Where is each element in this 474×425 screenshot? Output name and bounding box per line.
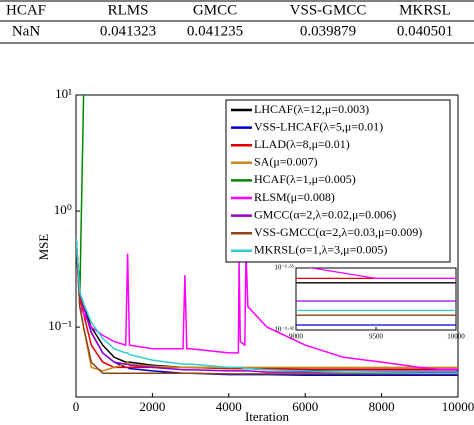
table-header: GMCC [193,2,237,18]
inset-y-tick-label: 10⁻¹·³⁵ [274,264,294,272]
table-cell: 0.041323 [100,23,156,39]
table-cell: NaN [12,23,40,39]
inset-frame [295,267,457,331]
series-group [76,95,458,376]
legend-label: VSS-GMCC(α=2,λ=0.03,μ=0.009) [254,225,422,239]
y-axis-label: MSE [36,234,51,261]
legend-label: HCAF(λ=1,μ=0.005) [254,172,356,186]
table-header: RLMS [108,2,149,18]
inset-x-tick-label: 10000 [447,333,465,341]
legend-label: RLSM(μ=0.008) [254,190,335,204]
legend-box [225,99,451,263]
x-tick-label: 0 [73,399,80,414]
inset-y-tick-label: 10⁻¹·⁴² [274,326,294,334]
table-header: MKRSL [399,2,451,18]
x-tick-label: 6000 [292,399,318,414]
x-axis-label: Iteration [245,409,290,424]
x-tick-label: 2000 [139,399,165,414]
series-line [76,236,458,375]
legend-label: LHCAF(λ=12,μ=0.003) [254,102,369,116]
table-header: VSS-GMCC [290,2,367,18]
table-cell: 0.040501 [397,23,453,39]
y-tick-label: 10¹ [55,86,72,101]
table-cell: 0.041235 [187,23,243,39]
table-header: HCAF [6,2,46,18]
x-tick-label: 4000 [216,399,242,414]
series-line [76,236,458,372]
y-tick-label: 10⁻¹ [48,318,72,333]
inset-x-tick-label: 9000 [289,333,304,341]
y-tick-label: 10⁰ [54,202,72,217]
series-line [76,236,458,375]
legend-label: SA(μ=0.007) [254,155,318,169]
legend-label: MKRSL(σ=1,λ=3,μ=0.005) [254,243,387,257]
legend-label: GMCC(α=2,λ=0.02,μ=0.006) [254,207,396,221]
legend-label: LLAD(λ=8,μ=0.01) [254,137,350,151]
x-tick-label: 8000 [369,399,395,414]
legend-label: VSS-LHCAF(λ=5,μ=0.01) [254,119,383,133]
table-cell: 0.039879 [300,23,356,39]
x-tick-label: 10000 [442,399,474,414]
inset-x-tick-label: 9500 [369,333,384,341]
series-line [76,236,458,370]
